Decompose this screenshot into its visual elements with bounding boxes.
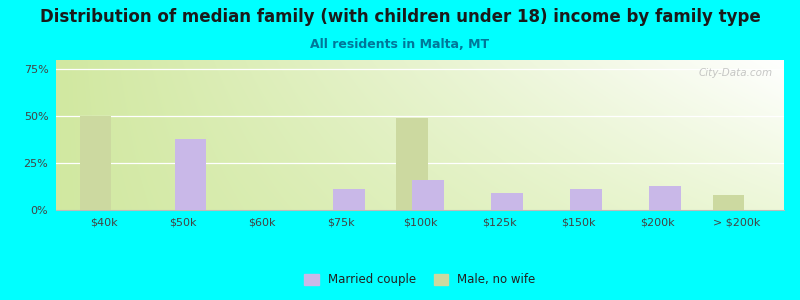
Bar	[713, 195, 745, 210]
Text: City-Data.com: City-Data.com	[699, 68, 773, 77]
Bar	[412, 180, 444, 210]
Bar	[491, 193, 523, 210]
Text: All residents in Malta, MT: All residents in Malta, MT	[310, 38, 490, 50]
Bar	[650, 186, 681, 210]
Bar	[333, 189, 365, 210]
Text: Distribution of median family (with children under 18) income by family type: Distribution of median family (with chil…	[40, 8, 760, 26]
Bar	[174, 139, 206, 210]
Bar	[80, 116, 111, 210]
Legend: Married couple, Male, no wife: Married couple, Male, no wife	[300, 269, 540, 291]
Bar	[570, 189, 602, 210]
Bar	[396, 118, 428, 210]
